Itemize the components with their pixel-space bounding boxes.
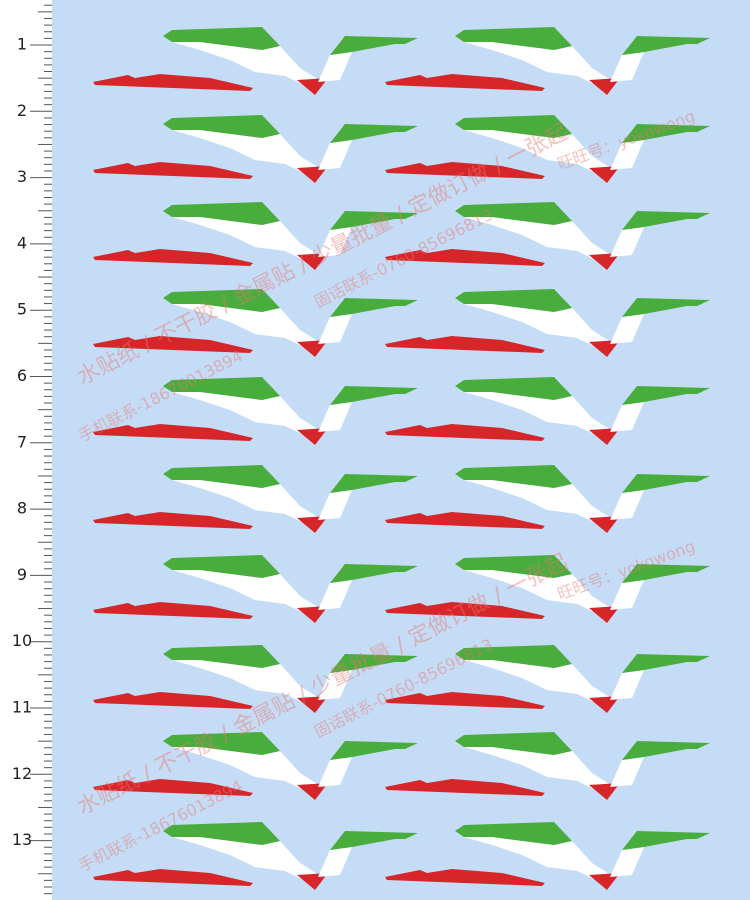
ruler-label: 3 bbox=[17, 167, 27, 186]
ruler-label: 12 bbox=[12, 764, 32, 783]
ruler-label: 2 bbox=[17, 101, 27, 120]
ruler-label: 13 bbox=[12, 830, 32, 849]
ruler-label: 5 bbox=[17, 300, 27, 319]
ruler-label: 11 bbox=[12, 698, 32, 717]
ruler-label: 1 bbox=[17, 35, 27, 54]
ruler-label: 7 bbox=[17, 432, 27, 451]
ruler-label: 10 bbox=[12, 631, 32, 650]
ruler bbox=[0, 0, 52, 900]
ruler-label: 9 bbox=[17, 565, 27, 584]
ruler-label: 8 bbox=[17, 499, 27, 518]
ruler-label: 4 bbox=[17, 233, 27, 252]
ruler-label: 6 bbox=[17, 366, 27, 385]
